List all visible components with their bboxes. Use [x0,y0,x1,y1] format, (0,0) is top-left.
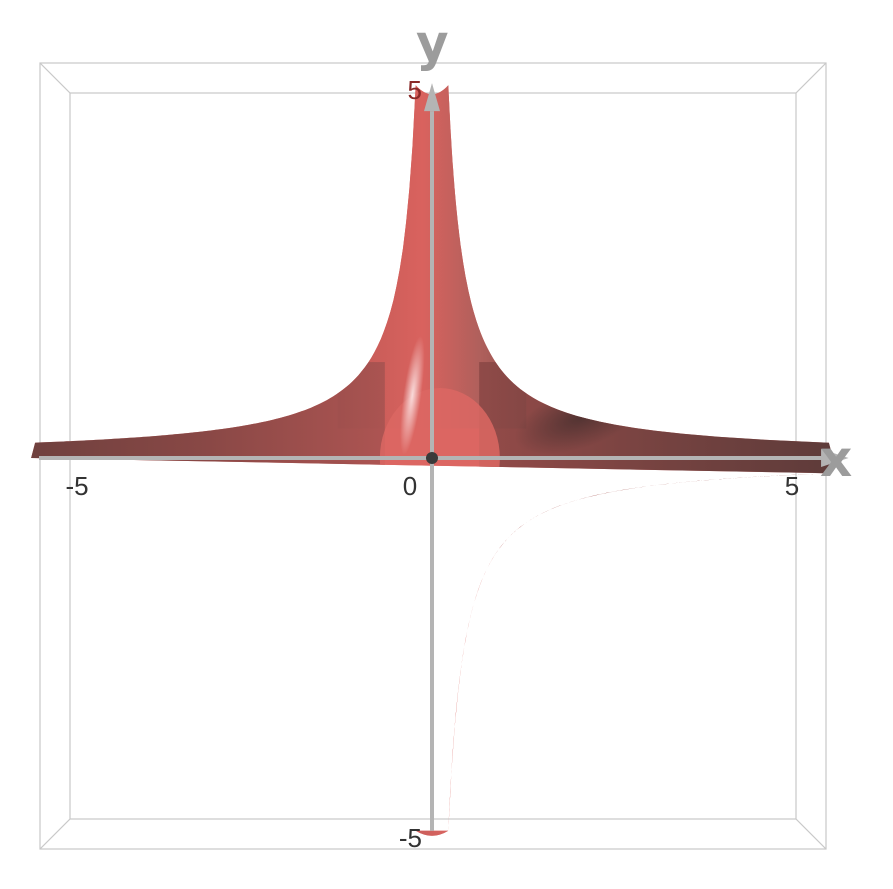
surface-highlight-top [400,335,425,455]
box-edge-0 [39,62,71,94]
y-tick-label: -5 [399,823,422,853]
y-tick-label: 5 [408,75,422,105]
x-axis-arrow [821,449,849,467]
x-tick-label: 5 [785,471,799,501]
box-edge-3 [795,818,827,850]
box-edge-2 [39,818,71,850]
surface-highlight-bottom [436,469,463,609]
x-axis-label: x [820,430,852,488]
box-edge-1 [795,62,827,94]
x-tick-label: -5 [65,471,88,501]
axes: xy [39,14,852,831]
tick-labels: -5 0 5 5 -5 [65,75,799,853]
x-tick-label: 0 [403,471,417,501]
origin-point [426,452,438,464]
y-axis-label: y [416,14,449,72]
y-axis-arrow [424,83,440,112]
